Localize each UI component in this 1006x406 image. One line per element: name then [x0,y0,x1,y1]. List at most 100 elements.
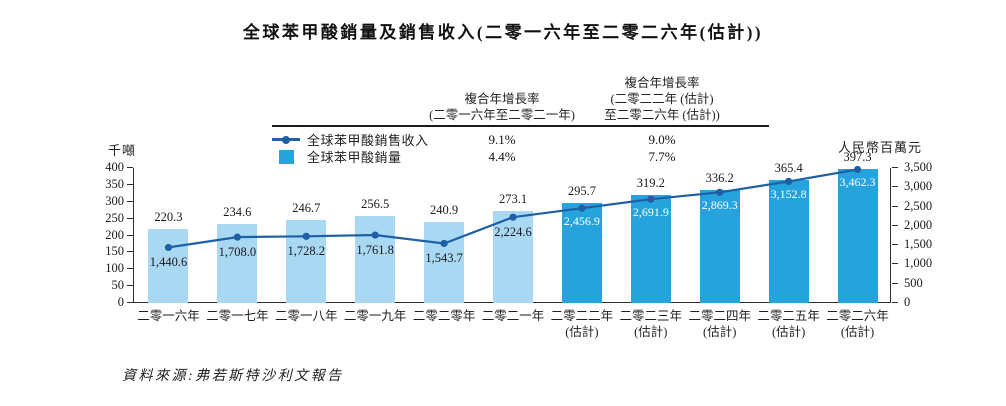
bar-value-label: 234.6 [223,204,252,219]
x-axis-label: 二零一八年 [275,309,338,323]
right-axis-tick [892,282,898,284]
legend-label-volume: 全球苯甲酸銷量 [307,150,402,165]
bar-value-label: 295.7 [567,184,596,199]
cagr-value-volume-2016-2021: 4.4% [488,149,516,164]
cagr-header-line: 至二零二六年 (估計)) [604,108,720,122]
left-axis-unit-label: 千噸 [108,143,137,158]
cagr-header-line: (二零一六年至二零二一年) [429,108,575,122]
left-axis-tick [127,183,133,185]
cagr-value-volume-2022-2026: 7.7% [648,149,676,164]
left-axis-tick-label: 150 [105,244,124,259]
x-axis-label: 二零一六年 [137,309,200,323]
left-axis-tick-label: 400 [105,160,124,174]
left-axis-tick [127,234,133,236]
left-axis-tick [127,302,133,303]
x-axis-label: 二零二四年 (估計) [688,309,751,339]
revenue-value-label: 1,543.7 [425,251,463,266]
revenue-value-label: 2,456.9 [563,214,600,229]
legend-item-revenue: 全球苯甲酸銷售收入 [272,132,429,148]
right-axis-tick-label: 2,000 [904,217,933,232]
legend-item-volume: 全球苯甲酸銷量 [272,149,402,165]
left-axis-tick-label: 50 [111,278,125,293]
x-axis-label: 二零二二年 (估計) [550,309,614,339]
bar-value-label: 240.9 [430,202,459,217]
cagr-header-line: (二零二二年 (估計) [610,92,714,106]
bar-value-label: 319.2 [636,176,665,191]
bar-volume [286,219,327,303]
right-axis-tick-label: 500 [904,275,923,290]
left-axis-tick-label: 350 [105,176,124,191]
revenue-value-label: 2,224.6 [494,225,532,240]
left-axis-tick-label: 250 [105,210,124,225]
legend-square-marker [278,149,294,164]
right-axis-tick-label: 3,000 [904,179,933,194]
legend-line-marker [272,135,300,144]
bar-volume [355,216,396,303]
revenue-value-label: 1,440.6 [149,255,188,270]
x-axis-label: 二零二五年 (估計) [757,309,820,339]
bar-value-label: 220.3 [154,209,183,224]
right-axis-tick [892,224,898,226]
left-axis-tick [127,167,133,168]
x-axis-sublabel: (估計) [840,325,875,339]
bar-value-label: 246.7 [292,200,321,215]
revenue-value-label: 3,462.3 [839,175,876,190]
right-axis-unit-label: 人民幣百萬元 [838,140,923,155]
right-axis-tick [892,244,898,246]
right-axis-tick-label: 2,500 [904,198,933,213]
bar-value-label: 397.3 [843,149,872,164]
chart-title: 全球苯甲酸銷量及銷售收入(二零一六年至二零二六年(估計)) [242,23,764,42]
plot-area: 0 50 100 150 200 250 300 350 400 0 500 1,000 1,500 2,… [105,150,932,339]
left-axis-tick-label: 100 [105,261,124,276]
legend-label-revenue: 全球苯甲酸銷售收入 [307,133,429,148]
x-axis-label: 二零一九年 [343,309,407,323]
revenue-value-label: 3,152.8 [770,187,807,202]
x-axis-label: 二零二六年 (估計) [826,309,889,339]
line-dot-legend-icon [272,135,300,144]
right-axis-tick [892,167,898,168]
legend-line-dot [282,135,290,144]
bar-value-label: 365.4 [774,160,803,175]
right-axis-tick-label: 1,500 [904,237,933,252]
cagr-value-revenue-2016-2021: 9.1% [488,132,516,147]
x-axis-sublabel: (估計) [634,325,668,339]
left-axis-tick [127,285,133,287]
x-axis-sublabel: (估計) [565,325,599,339]
left-axis-tick [127,200,133,202]
cagr-header-2016-2021: 複合年增長率 (二零一六年至二零二一年) [402,91,602,123]
revenue-value-label: 1,708.0 [218,245,257,260]
x-axis-label: 二零二三年 (估計) [619,309,683,339]
cagr-header-line: 複合年增長率 [624,76,700,90]
x-axis-label: 二零一七年 [206,309,269,323]
bar-value-label: 273.1 [498,191,528,206]
right-axis-tick-label: 3,500 [904,160,933,174]
right-axis-tick [892,186,898,188]
right-axis-tick-label: 1,000 [904,256,933,271]
bar-volume [217,223,258,303]
x-axis-label: 二零二零年 [412,309,476,323]
right-axis-tick [892,205,898,207]
revenue-value-label: 2,869.3 [701,198,738,213]
left-axis-tick [127,251,133,253]
left-axis-tick-label: 200 [105,227,124,242]
cagr-header-2022-2026: 複合年增長率 (二零二二年 (估計) 至二零二六年 (估計)) [562,75,762,123]
left-axis-tick-label: 300 [105,193,124,208]
left-axis-tick [127,268,133,270]
cagr-table-rule [272,125,769,127]
right-axis-tick [892,263,898,265]
x-axis-label: 二零二一年 [481,309,545,323]
cagr-value-revenue-2022-2026: 9.0% [648,132,676,147]
square-legend-icon [272,149,300,164]
left-axis-tick-label: 0 [117,295,124,309]
bar-value-label: 336.2 [705,170,734,185]
right-axis-tick [892,302,898,303]
bar-value-label: 256.5 [361,197,390,212]
right-axis-tick-label: 0 [904,295,911,309]
x-axis-sublabel: (估計) [771,325,806,339]
revenue-value-label: 1,761.8 [356,243,394,258]
revenue-value-label: 2,691.9 [632,205,669,220]
left-axis-tick [127,217,133,219]
x-axis-sublabel: (估計) [703,325,737,339]
source-note: 資料來源:弗若斯特沙利文報告 [122,369,344,384]
